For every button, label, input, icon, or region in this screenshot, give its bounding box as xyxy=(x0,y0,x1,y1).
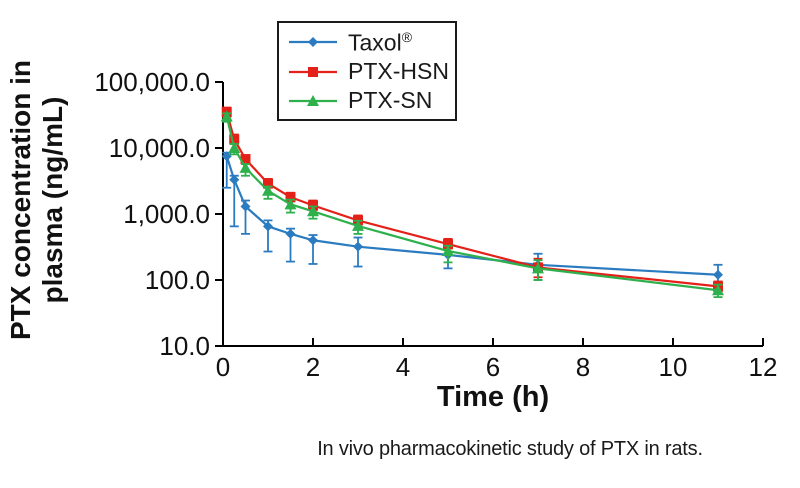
diamond-marker xyxy=(240,201,251,212)
legend-label: PTX-HSN xyxy=(348,58,449,85)
legend-item-ptxsn: PTX-SN xyxy=(287,89,449,112)
triangle-marker xyxy=(532,262,544,274)
square-marker xyxy=(263,178,273,189)
square-marker xyxy=(240,154,251,165)
diamond-marker xyxy=(285,228,296,239)
series-taxol xyxy=(221,151,723,286)
triangle-marker xyxy=(262,184,274,196)
y-tick-label: 100.0 xyxy=(145,265,210,295)
diamond-marker xyxy=(263,221,273,232)
triangle-marker xyxy=(442,245,454,257)
x-tick-label: 12 xyxy=(749,352,778,382)
x-tick-label: 10 xyxy=(659,352,688,382)
x-axis-title: Time (h) xyxy=(436,381,550,413)
x-tick-label: 6 xyxy=(486,352,500,382)
diamond-line-icon xyxy=(289,37,337,48)
legend-label: Taxol® xyxy=(348,28,413,56)
y-axis-title-line2: plasma (ng/mL) xyxy=(37,96,69,304)
axis-lines xyxy=(222,82,763,347)
legend-item-ptxhsn: PTX-HSN xyxy=(287,60,449,83)
triangle-marker xyxy=(712,284,724,296)
diamond-marker xyxy=(221,151,232,162)
legend-label: PTX-SN xyxy=(348,87,433,114)
diamond-marker xyxy=(229,174,240,185)
square-line-icon xyxy=(289,66,337,77)
x-tick-label: 4 xyxy=(396,352,410,382)
x-tick-label: 2 xyxy=(306,352,320,382)
diamond-marker xyxy=(308,235,318,246)
x-tick-label: 8 xyxy=(576,352,590,382)
square-marker xyxy=(443,239,453,250)
y-tick-label: 100,000.0 xyxy=(94,67,210,97)
figure-caption: In vivo pharmacokinetic study of PTX in … xyxy=(317,438,703,460)
legend: Taxol® PTX-HSN PTX-SN xyxy=(277,21,457,121)
triangle-marker xyxy=(352,219,364,231)
series-line xyxy=(225,155,719,276)
x-tick-label: 0 xyxy=(216,352,230,382)
triangle-marker xyxy=(228,142,241,153)
y-axis-title: PTX concentration in plasma (ng/mL) xyxy=(5,0,71,400)
series-ptxhsn xyxy=(221,106,723,294)
triangle-marker xyxy=(239,161,252,173)
square-marker xyxy=(285,192,296,203)
y-tick-label: 10,000.0 xyxy=(109,133,210,163)
triangle-marker xyxy=(220,110,233,122)
y-axis-title-line1: PTX concentration in xyxy=(5,59,36,341)
triangle-marker xyxy=(307,205,319,217)
diamond-marker xyxy=(713,269,723,280)
series-ptxsn xyxy=(220,110,724,299)
diamond-marker xyxy=(353,241,363,252)
triangle-line-icon xyxy=(289,94,337,106)
legend-item-taxol: Taxol® xyxy=(287,30,449,55)
square-marker xyxy=(229,134,240,145)
series-line xyxy=(225,111,719,288)
y-tick-label: 10.0 xyxy=(159,331,210,361)
series-line xyxy=(225,116,719,292)
triangle-marker xyxy=(284,198,297,210)
y-tick-label: 1,000.0 xyxy=(123,199,210,229)
